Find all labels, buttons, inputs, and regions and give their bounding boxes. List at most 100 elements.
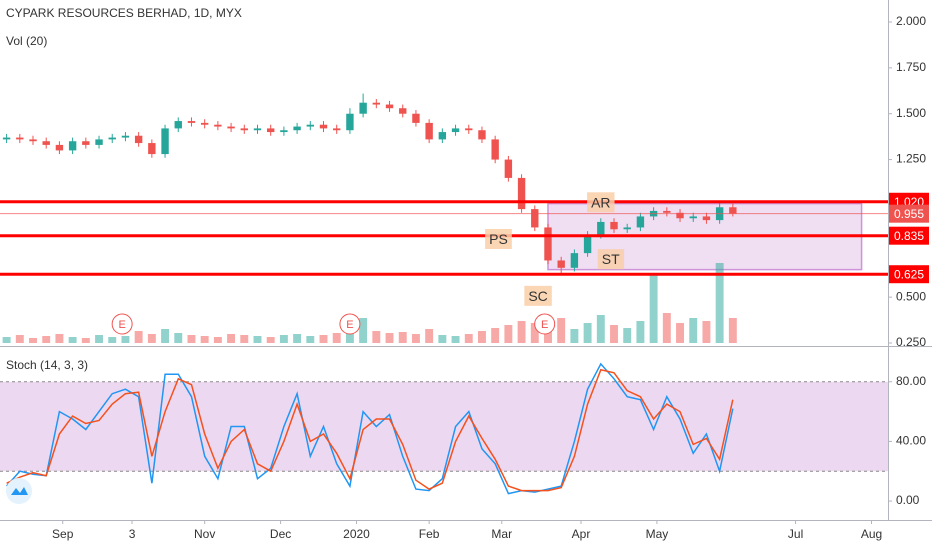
volume-bar [200,336,209,343]
x-tick-label: Dec [270,527,291,541]
x-tick-label: 2020 [343,527,370,541]
volume-bar [293,334,302,343]
stoch-line [6,368,734,492]
volume-bar [161,329,170,343]
candle-body [187,121,196,123]
volume-bar [332,333,341,343]
candle-body [266,128,275,133]
logo-mark[interactable] [11,487,28,495]
candle-body [451,128,460,133]
stoch-band [0,381,888,472]
level-label-bg [889,226,929,245]
y-tick-label: 40.00 [896,434,926,448]
candle-body [544,227,552,261]
candle-body [399,108,407,114]
level-label: 0.835 [894,229,924,243]
candle-body [636,216,645,228]
volume-bar [491,328,500,343]
earnings-label: E [541,319,548,331]
earnings-label: E [346,319,353,331]
volume-bar [689,318,698,343]
candle-body [689,216,697,219]
earnings-label: E [118,319,125,331]
candle-body [134,135,143,144]
candle-body [214,124,222,127]
candle-body [280,130,288,133]
volume-bar [425,329,434,343]
volume-bar [187,335,196,343]
candle-body [702,216,711,221]
candle-body [240,128,248,131]
candle-body [583,234,592,254]
candle-body [465,128,473,131]
volume-bar [134,331,143,343]
candle-body [346,113,354,131]
volume-bar [372,331,381,343]
candle-body [597,221,605,235]
annotation-bg [524,285,552,306]
y-tick-label: 1.500 [896,106,926,120]
candle-body [29,139,37,142]
volume-bar [570,329,579,343]
volume-bar [2,337,11,343]
x-tick-label: May [646,527,669,541]
chart-title: CYPARK RESOURCES BERHAD, 1D, MYX [6,6,242,20]
x-tick-label: Apr [572,527,591,541]
logo[interactable] [6,478,32,504]
candle-body [531,209,539,228]
y-tick-label: 1.750 [896,60,926,74]
volume-bar [464,334,473,343]
candle-body [253,128,262,131]
volume-bar [147,334,156,343]
x-tick-label: Jul [788,527,803,541]
y-tick-label: 0.00 [896,493,920,507]
candle-body [2,137,11,140]
x-tick-label: Nov [194,527,215,541]
candle-body [478,130,486,140]
volume-bar [530,323,539,343]
candle-body [438,132,447,140]
last-price-label: 0.955 [894,207,924,221]
volume-bar [55,334,64,343]
annotation: AR [591,194,610,210]
volume-bar [279,335,288,343]
volume-bar [306,336,315,343]
volume-bar [227,334,236,343]
logo-bg[interactable] [6,478,32,504]
y-tick-label: 1.250 [896,152,926,166]
candle-body [319,124,328,129]
candle-body [676,212,684,219]
volume-bar [68,337,77,343]
stoch-line [6,362,734,495]
candle-body [161,128,169,155]
volume-bar [662,313,671,343]
volume-bar [596,315,605,343]
volume-bar [438,335,447,343]
volume-bar [544,327,552,343]
candle-body [517,177,526,210]
volume-bar [266,337,275,343]
volume-bar [240,335,249,343]
candle-body [570,253,579,268]
plot-layer: 1.0200.8350.6250.9552.0001.7501.5001.250… [0,14,929,541]
candle-body [82,141,90,145]
volume-bar [517,321,526,343]
candle-body [42,141,50,145]
level-label-bg [889,265,929,284]
candle-body [16,137,24,140]
candle-body [610,221,618,230]
candle-body [306,124,315,127]
level-label: 0.625 [894,267,924,281]
candle-body [148,143,156,155]
volume-bar [29,338,37,343]
volume-bar [451,336,460,343]
annotation-bg [597,249,625,270]
x-tick-label: Aug [861,527,882,541]
last-price-bg [889,204,929,223]
volume-bar [702,321,711,343]
candle-body [95,139,103,145]
y-tick-label: 80.00 [896,374,926,388]
volume-bar [359,318,368,343]
